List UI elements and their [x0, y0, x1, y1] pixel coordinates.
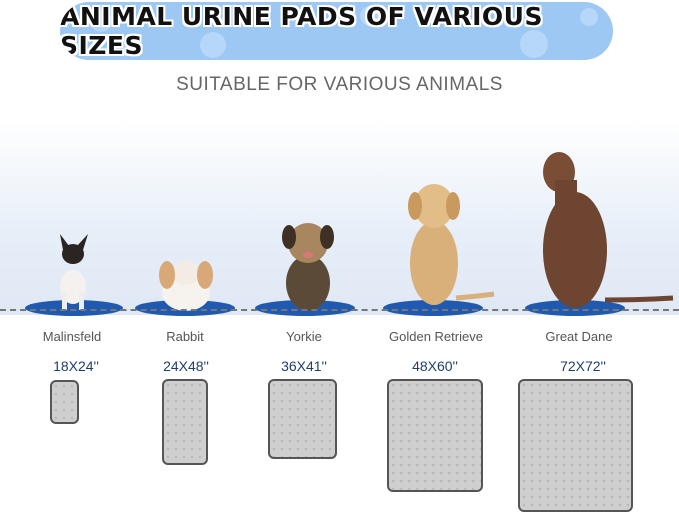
- pad-size: 18X24'': [53, 358, 99, 374]
- rabbit-image: [159, 261, 213, 311]
- pad-72x72: [518, 379, 633, 512]
- animal-label: Golden Retrieve: [389, 329, 483, 344]
- ground-line: [0, 309, 679, 311]
- pad-48x60: [387, 379, 483, 492]
- pad-disc: [25, 300, 123, 316]
- pad-36x41: [268, 379, 337, 459]
- yorkie-image: [282, 223, 334, 311]
- pad-18x24: [50, 380, 79, 424]
- paw-decoration: [520, 30, 548, 58]
- paw-decoration: [90, 10, 112, 32]
- chihuahua-image: [60, 234, 88, 310]
- paw-decoration: [360, 6, 380, 26]
- pad-size: 24X48'': [163, 358, 209, 374]
- golden-retriever-image: [408, 184, 495, 305]
- subtitle: SUITABLE FOR VARIOUS ANIMALS: [176, 74, 503, 95]
- title-banner: ANIMAL URINE PADS OF VARIOUS SIZES: [60, 2, 613, 60]
- animal-label: Yorkie: [286, 329, 322, 344]
- banner-title: ANIMAL URINE PADS OF VARIOUS SIZES: [60, 2, 543, 60]
- great-dane-image: [543, 152, 674, 308]
- pad-size: 48X60'': [412, 358, 458, 374]
- paw-decoration: [200, 32, 226, 58]
- paw-decoration: [580, 8, 598, 26]
- animal-label: Great Dane: [545, 329, 613, 344]
- pad-size: 72X72'': [560, 358, 606, 374]
- pad-size: 36X41'': [281, 358, 327, 374]
- animal-label: Malinsfeld: [42, 329, 102, 344]
- animal-label: Rabbit: [166, 329, 204, 344]
- pad-disc: [383, 300, 483, 316]
- pad-24x48: [162, 379, 208, 465]
